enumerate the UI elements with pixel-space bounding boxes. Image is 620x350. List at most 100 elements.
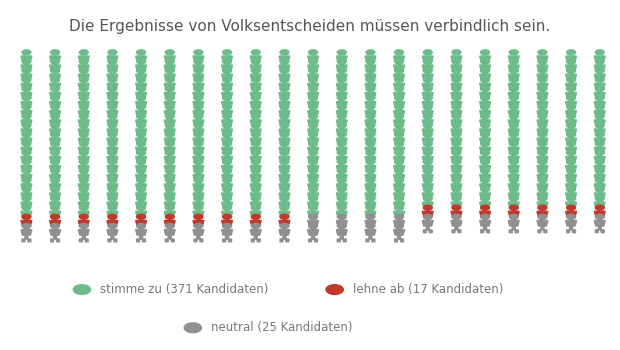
- Circle shape: [280, 196, 289, 201]
- Circle shape: [452, 169, 461, 174]
- Circle shape: [166, 68, 174, 73]
- Circle shape: [194, 50, 203, 55]
- Polygon shape: [336, 129, 347, 141]
- Circle shape: [480, 123, 490, 128]
- Circle shape: [223, 50, 231, 55]
- Polygon shape: [422, 111, 433, 123]
- Circle shape: [595, 169, 604, 174]
- Polygon shape: [422, 83, 433, 96]
- Polygon shape: [451, 65, 462, 77]
- Polygon shape: [164, 102, 175, 114]
- Polygon shape: [565, 166, 577, 178]
- Circle shape: [309, 50, 317, 55]
- Circle shape: [395, 150, 404, 155]
- Polygon shape: [537, 184, 548, 196]
- Circle shape: [79, 132, 88, 137]
- Circle shape: [22, 123, 31, 128]
- Circle shape: [166, 132, 174, 137]
- Circle shape: [22, 187, 31, 192]
- Polygon shape: [595, 74, 605, 86]
- Polygon shape: [422, 220, 433, 233]
- Polygon shape: [136, 56, 146, 68]
- Polygon shape: [480, 65, 490, 77]
- Circle shape: [395, 196, 404, 201]
- Polygon shape: [508, 102, 519, 114]
- Polygon shape: [279, 202, 290, 215]
- Polygon shape: [250, 129, 261, 141]
- Polygon shape: [394, 102, 404, 114]
- Polygon shape: [222, 138, 232, 150]
- Polygon shape: [451, 129, 462, 141]
- Polygon shape: [365, 211, 376, 224]
- Polygon shape: [279, 211, 290, 224]
- Polygon shape: [50, 138, 61, 150]
- Circle shape: [51, 123, 60, 128]
- Circle shape: [423, 150, 432, 155]
- Circle shape: [79, 86, 88, 91]
- Circle shape: [423, 187, 432, 192]
- Polygon shape: [107, 120, 118, 132]
- Circle shape: [366, 187, 375, 192]
- Circle shape: [595, 150, 604, 155]
- Circle shape: [538, 160, 547, 164]
- Polygon shape: [136, 120, 146, 132]
- Circle shape: [423, 160, 432, 164]
- Polygon shape: [222, 83, 232, 96]
- Circle shape: [108, 187, 117, 192]
- Circle shape: [166, 160, 174, 164]
- Circle shape: [337, 150, 346, 155]
- Polygon shape: [394, 193, 404, 205]
- Circle shape: [423, 123, 432, 128]
- Polygon shape: [21, 147, 32, 160]
- Circle shape: [509, 114, 518, 119]
- Polygon shape: [21, 102, 32, 114]
- Polygon shape: [164, 56, 175, 68]
- Circle shape: [223, 123, 231, 128]
- Polygon shape: [565, 202, 577, 215]
- Polygon shape: [451, 175, 462, 187]
- Polygon shape: [480, 129, 490, 141]
- Polygon shape: [308, 211, 319, 224]
- Circle shape: [595, 86, 604, 91]
- Circle shape: [51, 86, 60, 91]
- Circle shape: [452, 59, 461, 64]
- Polygon shape: [336, 184, 347, 196]
- Polygon shape: [537, 120, 548, 132]
- Polygon shape: [394, 56, 404, 68]
- Circle shape: [567, 50, 575, 55]
- Polygon shape: [222, 175, 232, 187]
- Circle shape: [22, 150, 31, 155]
- Circle shape: [509, 141, 518, 146]
- Circle shape: [51, 96, 60, 100]
- Circle shape: [595, 141, 604, 146]
- Circle shape: [51, 50, 60, 55]
- Circle shape: [395, 178, 404, 183]
- Polygon shape: [336, 138, 347, 150]
- Polygon shape: [21, 74, 32, 86]
- Circle shape: [79, 160, 88, 164]
- Circle shape: [595, 68, 604, 73]
- Polygon shape: [193, 92, 204, 105]
- Polygon shape: [308, 74, 319, 86]
- Polygon shape: [50, 74, 61, 86]
- Polygon shape: [222, 92, 232, 105]
- Circle shape: [280, 123, 289, 128]
- Circle shape: [280, 132, 289, 137]
- Polygon shape: [394, 92, 404, 105]
- Polygon shape: [565, 56, 577, 68]
- Circle shape: [423, 196, 432, 201]
- Circle shape: [223, 105, 231, 110]
- Circle shape: [567, 77, 575, 82]
- Polygon shape: [595, 120, 605, 132]
- Polygon shape: [308, 166, 319, 178]
- Circle shape: [423, 114, 432, 119]
- Polygon shape: [193, 230, 204, 242]
- Circle shape: [223, 169, 231, 174]
- Text: neutral (25 Kandidaten): neutral (25 Kandidaten): [211, 321, 353, 334]
- Polygon shape: [164, 111, 175, 123]
- Circle shape: [509, 196, 518, 201]
- Circle shape: [337, 123, 346, 128]
- Polygon shape: [394, 65, 404, 77]
- Polygon shape: [250, 92, 261, 105]
- Circle shape: [166, 96, 174, 100]
